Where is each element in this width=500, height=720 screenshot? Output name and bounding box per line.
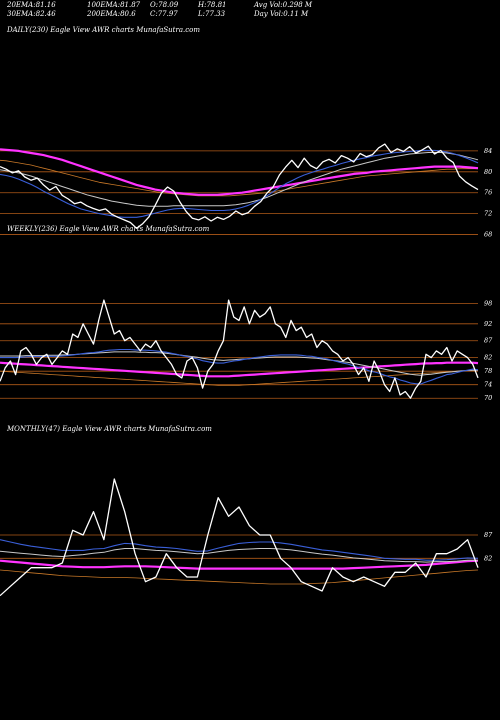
monthly-chart: 87 82 xyxy=(0,478,493,597)
daily-ema-mid-line xyxy=(0,152,479,207)
ema20-readout: 20EMA:81.16 xyxy=(7,1,56,9)
daily-price-line xyxy=(0,143,479,229)
weekly-y-tick-label: 82 xyxy=(484,354,492,362)
weekly-y-tick-label: 87 xyxy=(484,337,493,345)
daily-ema-fast-line xyxy=(0,149,479,218)
open-readout: O:78.09 xyxy=(150,1,179,9)
monthly-ema-slow-line xyxy=(0,559,479,570)
daily-chart: 84 80 76 72 68 xyxy=(0,143,492,239)
ema30-readout: 30EMA:82.46 xyxy=(7,10,56,18)
low-readout: L:77.33 xyxy=(198,10,226,18)
monthly-y-tick-label: 82 xyxy=(484,554,492,562)
daily-y-tick-label: 72 xyxy=(484,210,492,218)
daily-ema-slow-line xyxy=(0,148,479,196)
weekly-y-tick-label: 74 xyxy=(484,381,492,389)
daily-y-tick-label: 76 xyxy=(484,189,492,197)
monthly-ema-mid-line xyxy=(0,548,478,563)
daily-y-tick-label: 80 xyxy=(484,168,492,176)
monthly-ema-fast-line xyxy=(0,539,479,561)
close-readout: C:77.97 xyxy=(150,10,178,18)
monthly-y-tick-label: 87 xyxy=(484,531,493,539)
weekly-y-tick-label: 70 xyxy=(484,394,492,402)
day-vol-readout: Day Vol:0.11 M xyxy=(254,10,309,18)
weekly-y-tick-label: 92 xyxy=(484,320,492,328)
ema100-readout: 100EMA:81.87 xyxy=(87,1,141,9)
high-readout: H:78.81 xyxy=(198,1,227,9)
ema200-readout: 200EMA:80.6 xyxy=(87,10,136,18)
weekly-panel-title: WEEKLY(236) Eagle View AWR charts Munafa… xyxy=(7,225,210,233)
weekly-chart: 98 92 87 82 78 74 70 xyxy=(0,299,493,402)
weekly-ema-slow-line xyxy=(0,361,479,378)
weekly-ema-200-line xyxy=(0,369,478,386)
monthly-panel-title: MONTHLY(47) Eagle View AWR charts Munafa… xyxy=(7,425,212,433)
weekly-ema-fast-line xyxy=(0,348,479,385)
monthly-price-line xyxy=(0,478,479,597)
weekly-y-tick-label: 78 xyxy=(484,367,492,375)
weekly-price-line xyxy=(0,299,479,399)
weekly-y-tick-label: 98 xyxy=(484,300,492,308)
daily-panel-title: DAILY(230) Eagle View AWR charts MunafaS… xyxy=(7,26,200,34)
daily-y-tick-label: 68 xyxy=(484,231,492,239)
avg-vol-readout: Avg Vol:0.298 M xyxy=(254,1,313,9)
monthly-ema-200-line xyxy=(0,569,479,585)
indicator-header: 20EMA:81.16 100EMA:81.87 O:78.09 H:78.81… xyxy=(0,0,500,20)
daily-y-tick-label: 84 xyxy=(484,147,492,155)
daily-ema-200-line xyxy=(0,159,478,197)
